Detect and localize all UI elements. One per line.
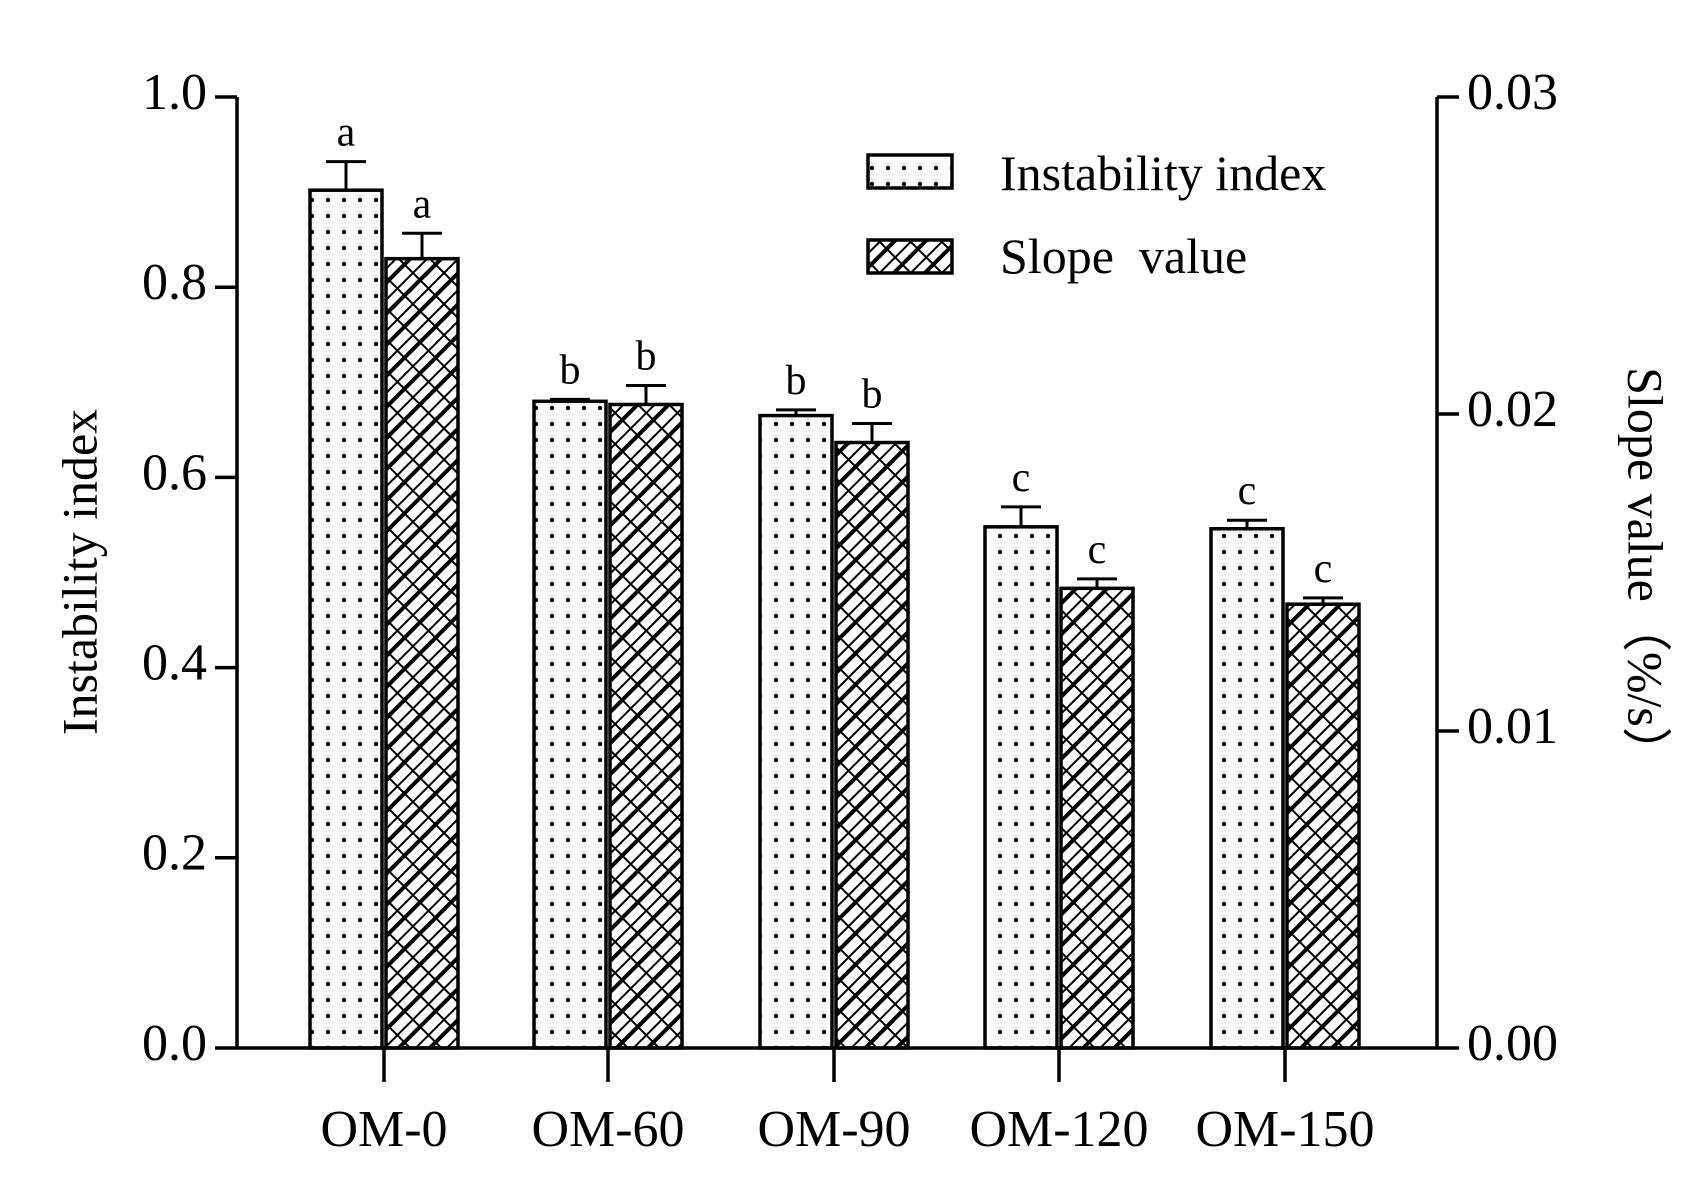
x-tick-label: OM-150: [1195, 1101, 1374, 1158]
axes: [235, 97, 1439, 1050]
right-y-axis-title: Slope value（%/s）: [1618, 367, 1674, 777]
x-tick-label: OM-90: [757, 1101, 910, 1158]
bar-slope-value-om-60: [608, 402, 684, 1050]
error-bar-instability-index: [326, 160, 366, 191]
legend-swatch-slope-value: [866, 238, 954, 275]
x-tick-label: OM-120: [969, 1101, 1148, 1158]
significance-label-instability-index: b: [786, 358, 807, 404]
significance-label-slope-value: c: [1088, 527, 1107, 573]
left-y-tick-label: 1.0: [142, 64, 207, 121]
legend-label-slope-value: Slope value: [1000, 228, 1247, 284]
left-y-ticks: 0.0 0.2 0.4 0.6 0.8 1.0: [142, 64, 237, 1072]
bar-slope-value-om-0: [384, 256, 460, 1050]
legend-label-instability-index: Instability index: [1000, 145, 1326, 201]
left-y-tick-label: 0.0: [142, 1015, 207, 1072]
x-tick-label: OM-0: [320, 1101, 447, 1158]
error-bar-instability-index: [1227, 518, 1267, 529]
bar-slope-value-om-120: [1059, 586, 1135, 1050]
significance-label-slope-value: b: [862, 372, 883, 418]
right-y-ticks: 0.00 0.01 0.02 0.03: [1437, 64, 1558, 1072]
error-bar-instability-index: [1001, 505, 1041, 527]
left-y-axis-title: Instability index: [51, 409, 107, 735]
error-bar-slope-value: [402, 231, 442, 259]
error-bar-slope-value: [626, 383, 666, 405]
bar-instability-index-om-0: [308, 188, 384, 1050]
bar-slope-value-om-90: [834, 440, 910, 1050]
plot-area: a a b b b b c c c c: [308, 110, 1361, 1050]
significance-label-instability-index: b: [560, 347, 581, 393]
right-y-tick-label: 0.01: [1467, 698, 1558, 755]
legend: Instability index Slope value: [866, 145, 1326, 284]
significance-label-slope-value: b: [636, 333, 657, 379]
right-y-tick-label: 0.00: [1467, 1015, 1558, 1072]
left-y-tick-label: 0.2: [142, 825, 207, 882]
significance-label-instability-index: a: [337, 110, 356, 156]
bar-instability-index-om-90: [758, 413, 834, 1050]
right-y-tick-label: 0.02: [1467, 381, 1558, 438]
right-y-tick-label: 0.03: [1467, 64, 1558, 121]
left-y-tick-label: 0.8: [142, 254, 207, 311]
significance-label-slope-value: a: [413, 181, 432, 227]
bar-instability-index-om-150: [1209, 527, 1285, 1050]
significance-label-slope-value: c: [1314, 546, 1333, 592]
left-y-tick-label: 0.4: [142, 635, 207, 692]
error-bar-slope-value: [1303, 596, 1343, 605]
x-tick-label: OM-60: [531, 1101, 684, 1158]
error-bar-slope-value: [1077, 577, 1117, 589]
bar-slope-value-om-150: [1285, 602, 1361, 1050]
left-y-tick-label: 0.6: [142, 444, 207, 501]
bar-instability-index-om-120: [983, 525, 1059, 1050]
legend-swatch-instability-index: [866, 153, 954, 190]
error-bar-instability-index: [776, 408, 816, 416]
significance-label-instability-index: c: [1012, 455, 1031, 501]
error-bar-instability-index: [550, 397, 590, 402]
x-ticks: OM-0 OM-60 OM-90 OM-120 OM-150: [320, 1048, 1375, 1158]
significance-label-instability-index: c: [1238, 468, 1257, 514]
bar-instability-index-om-60: [532, 399, 608, 1050]
error-bar-slope-value: [852, 422, 892, 443]
